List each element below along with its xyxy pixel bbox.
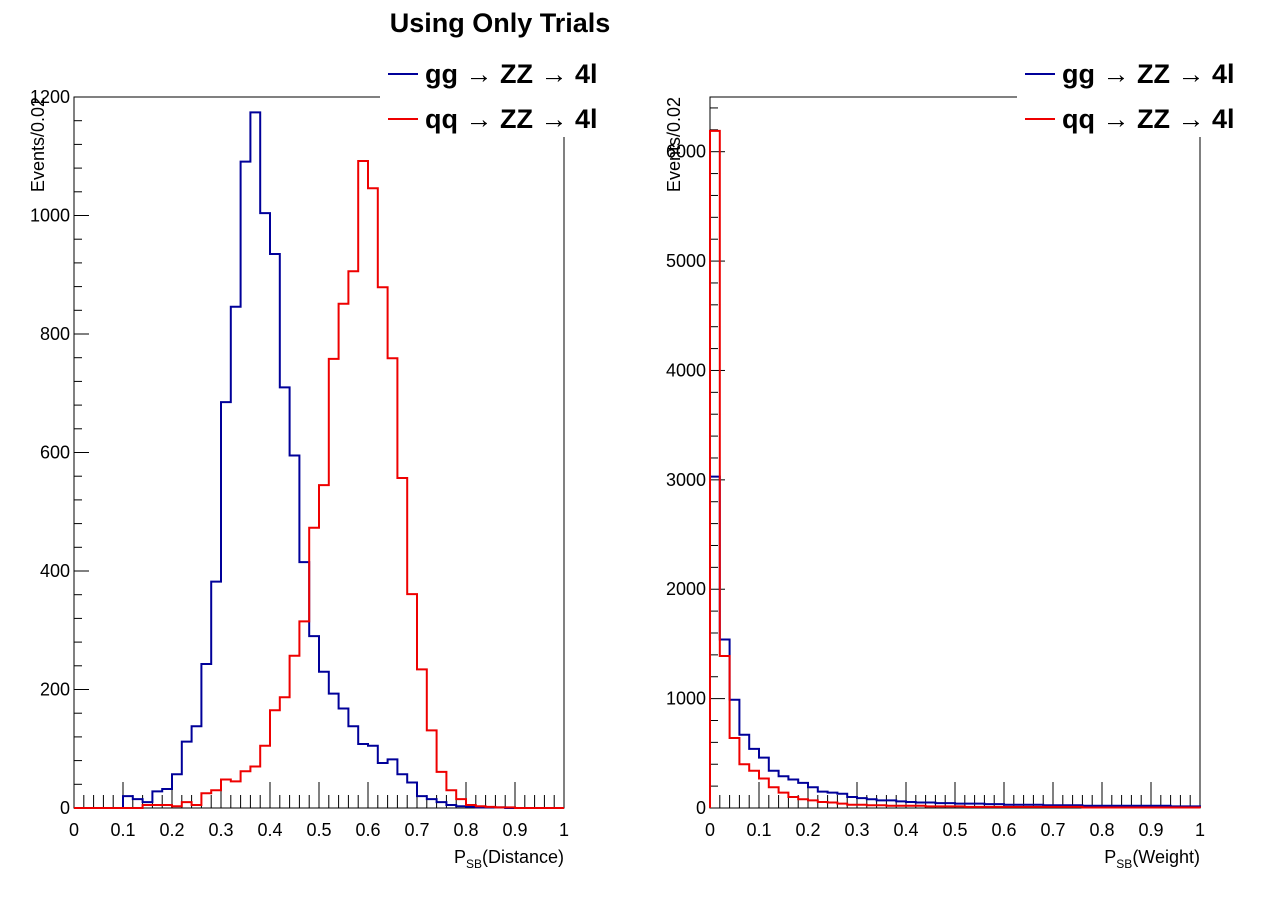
histogram-qq-line — [74, 159, 564, 809]
histogram-gg-line — [709, 475, 1201, 808]
x-tick-label: 0.4 — [257, 820, 282, 840]
y-axis-label: Events/0.02 — [28, 97, 48, 192]
x-tick-label: 0.6 — [991, 820, 1016, 840]
x-axis: 0 0.1 0.2 0.3 0.4 0.5 0.6 0.7 0.8 0.9 1 — [705, 782, 1205, 840]
y-axis: 0 1000 2000 3000 4000 5000 6000 — [666, 107, 725, 818]
y-tick-label: 0 — [696, 798, 706, 818]
y-tick-label: 800 — [40, 324, 70, 344]
x-tick-label: 0.4 — [893, 820, 918, 840]
x-tick-label: 0.2 — [795, 820, 820, 840]
legend-background — [380, 55, 625, 137]
x-tick-label: 0.7 — [1040, 820, 1065, 840]
y-tick-label: 1200 — [30, 87, 70, 107]
x-tick-label: 0 — [705, 820, 715, 840]
x-tick-label: 1 — [1195, 820, 1205, 840]
x-tick-label: 0.7 — [404, 820, 429, 840]
x-tick-label: 0.5 — [942, 820, 967, 840]
x-tick-label: 0.2 — [159, 820, 184, 840]
y-tick-label: 0 — [60, 798, 70, 818]
y-tick-label: 1000 — [30, 206, 70, 226]
y-tick-label: 3000 — [666, 470, 706, 490]
chart-title: Using Only Trials — [390, 8, 611, 38]
y-tick-label: 5000 — [666, 251, 706, 271]
x-tick-label: 0.3 — [208, 820, 233, 840]
x-tick-label: 0 — [69, 820, 79, 840]
legend-label-gg: gg → ZZ → 4l — [425, 59, 598, 89]
y-tick-label: 1000 — [666, 689, 706, 709]
legend-label-qq: qq → ZZ → 4l — [425, 104, 598, 134]
legend: gg → ZZ → 4l qq → ZZ → 4l — [380, 55, 625, 137]
x-tick-label: 1 — [559, 820, 569, 840]
legend-label-gg: gg → ZZ → 4l — [1062, 59, 1235, 89]
x-tick-label: 0.9 — [1138, 820, 1163, 840]
legend-background — [1017, 55, 1262, 137]
y-tick-label: 4000 — [666, 360, 706, 380]
x-tick-label: 0.1 — [110, 820, 135, 840]
x-tick-label: 0.5 — [306, 820, 331, 840]
x-tick-label: 0.6 — [355, 820, 380, 840]
legend: gg → ZZ → 4l qq → ZZ → 4l — [1017, 55, 1262, 137]
y-axis-label: Events/0.02 — [664, 97, 684, 192]
x-tick-label: 0.1 — [746, 820, 771, 840]
right-histogram-panel: 0 0.1 0.2 0.3 0.4 0.5 0.6 0.7 0.8 0.9 1 0 1000 2000 30… — [664, 55, 1262, 871]
histogram-qq-line — [709, 129, 1201, 809]
histogram-gg-line — [74, 111, 564, 809]
y-tick-label: 400 — [40, 561, 70, 581]
y-tick-label: 200 — [40, 680, 70, 700]
x-tick-label: 0.8 — [453, 820, 478, 840]
y-tick-label: 2000 — [666, 579, 706, 599]
x-axis-label: PSB(Distance) — [454, 847, 564, 871]
x-axis-label: PSB(Weight) — [1104, 847, 1200, 871]
x-tick-label: 0.8 — [1089, 820, 1114, 840]
y-tick-label: 6000 — [666, 142, 706, 162]
x-tick-label: 0.9 — [502, 820, 527, 840]
left-histogram-panel: 0 0.1 0.2 0.3 0.4 0.5 0.6 0.7 0.8 0.9 1 0 200 400 600 8… — [28, 55, 625, 871]
legend-label-qq: qq → ZZ → 4l — [1062, 104, 1235, 134]
y-tick-label: 600 — [40, 443, 70, 463]
y-axis: 0 200 400 600 800 1000 1200 — [30, 87, 89, 818]
x-tick-label: 0.3 — [844, 820, 869, 840]
